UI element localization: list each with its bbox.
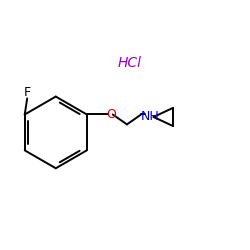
Text: O: O bbox=[106, 108, 117, 121]
Text: HCl: HCl bbox=[118, 56, 142, 70]
Text: F: F bbox=[24, 86, 31, 100]
Text: NH: NH bbox=[141, 110, 160, 124]
